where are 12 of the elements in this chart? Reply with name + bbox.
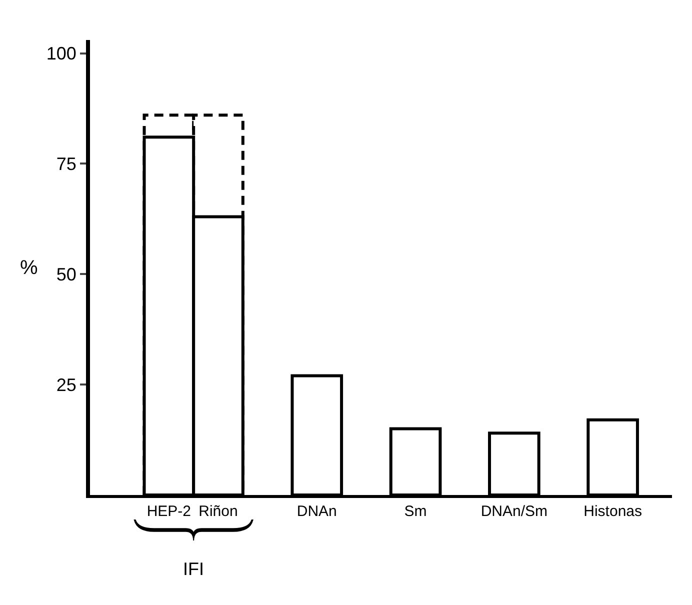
text: IFI (183, 559, 204, 579)
x-tick-label: DNAn (296, 503, 337, 520)
y-tick-label: 75 (56, 154, 76, 174)
x-tick-label: Histonas (584, 503, 642, 520)
x-tick-label: DNAn/Sm (480, 503, 548, 520)
y-tick-label: 50 (56, 264, 76, 284)
y-axis-title: % (20, 257, 38, 279)
y-tick-label: 100 (46, 44, 76, 64)
y-tick-label: 25 (56, 374, 76, 395)
x-tick-label: Sm (404, 503, 427, 520)
x-tick-label: Riñon (198, 503, 238, 520)
x-tick-label: HEP-2 (146, 503, 192, 520)
